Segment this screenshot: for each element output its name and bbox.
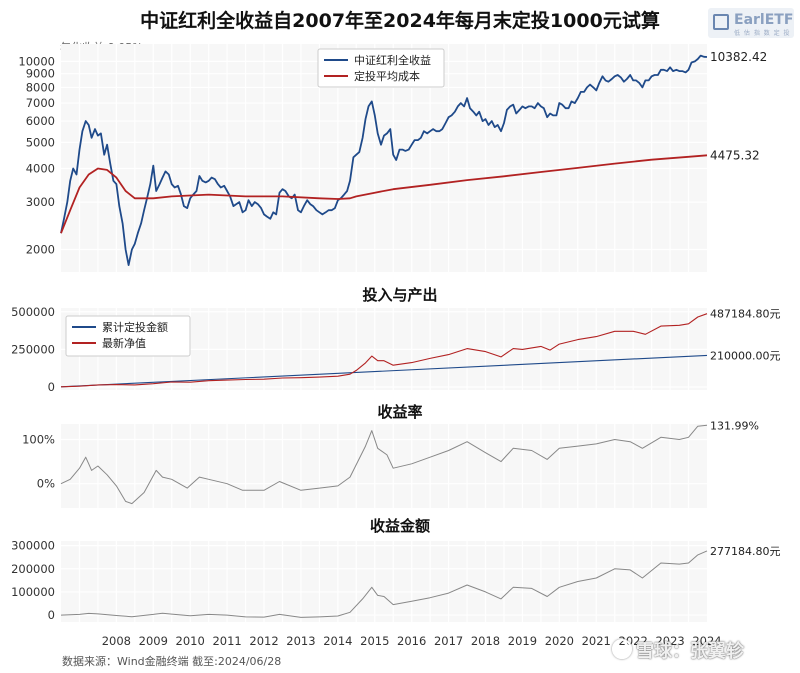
x-tick-label: 2015 xyxy=(360,634,389,648)
logo-text: EarlETF xyxy=(734,12,794,28)
series-end-label: 277184.80元 xyxy=(710,545,781,558)
legend-label: 最新净值 xyxy=(102,336,146,350)
panel-title-return-rate: 收益率 xyxy=(377,403,423,421)
y-tick-label: 250000 xyxy=(11,342,55,356)
x-tick-label: 2016 xyxy=(397,634,426,648)
x-tick-label: 2009 xyxy=(139,634,168,648)
y-tick-label: 200000 xyxy=(11,562,55,576)
y-tick-label: 500000 xyxy=(11,305,55,319)
y-tick-label: 4000 xyxy=(26,161,55,175)
y-tick-label: 7000 xyxy=(26,96,55,110)
earletf-logo: EarlETF 低 估 指 数 定 投 xyxy=(708,8,794,38)
y-tick-label: 0 xyxy=(48,380,55,394)
plot-area-2 xyxy=(61,424,707,508)
snowball-icon xyxy=(612,639,632,659)
x-tick-label: 2024 xyxy=(692,634,721,648)
watermark: 雪球：张翼轸 xyxy=(612,637,744,663)
watermark-text: 雪球：张翼轸 xyxy=(636,641,744,662)
data-source: 数据来源：Wind金融终端 截至:2024/06/28 xyxy=(62,655,282,668)
panel-title-invest-output: 投入与产出 xyxy=(362,286,438,304)
y-tick-label: 6000 xyxy=(26,114,55,128)
legend-label: 累计定投金额 xyxy=(102,320,168,334)
y-tick-label: 5000 xyxy=(26,135,55,149)
x-tick-label: 2010 xyxy=(176,634,205,648)
y-tick-label: 3000 xyxy=(26,195,55,209)
x-tick-label: 2012 xyxy=(249,634,278,648)
series-line-0-0 xyxy=(60,54,708,266)
logo-subtext: 低 估 指 数 定 投 xyxy=(734,30,791,37)
x-tick-label: 2020 xyxy=(545,634,574,648)
x-tick-label: 2017 xyxy=(434,634,463,648)
legend-label: 定投平均成本 xyxy=(354,69,420,83)
y-tick-label: 2000 xyxy=(26,243,55,257)
y-tick-label: 100000 xyxy=(11,585,55,599)
series-line-1-1 xyxy=(60,313,708,388)
series-end-label: 210000.00元 xyxy=(710,349,781,362)
legend-box xyxy=(65,315,191,357)
x-tick-label: 2019 xyxy=(508,634,537,648)
chart-title: 中证红利全收益自2007年至2024年每月末定投1000元试算 xyxy=(140,10,660,32)
x-tick-label: 2011 xyxy=(212,634,241,648)
series-end-label: 4475.32 xyxy=(710,148,760,162)
legend-box xyxy=(317,48,445,88)
x-tick-label: 2013 xyxy=(286,634,315,648)
series-end-label: 10382.42 xyxy=(710,50,767,64)
legend-label: 中证红利全收益 xyxy=(354,53,431,67)
y-tick-label: 100% xyxy=(22,432,55,446)
y-tick-label: 8000 xyxy=(26,80,55,94)
y-tick-label: 0% xyxy=(37,477,55,491)
x-tick-label: 2021 xyxy=(582,634,611,648)
series-end-label: 131.99% xyxy=(710,419,759,432)
y-tick-label: 10000 xyxy=(18,54,55,68)
plot-area-3 xyxy=(61,541,707,622)
y-tick-label: 0 xyxy=(48,608,55,622)
y-tick-label: 300000 xyxy=(11,539,55,553)
x-tick-label: 2008 xyxy=(102,634,131,648)
series-line-0-1 xyxy=(60,154,708,234)
logo-icon xyxy=(713,14,729,30)
series-line-2-0 xyxy=(60,424,708,505)
y-tick-label: 9000 xyxy=(26,67,55,81)
series-end-label: 487184.80元 xyxy=(710,308,781,321)
x-tick-label: 2018 xyxy=(471,634,500,648)
series-line-1-0 xyxy=(60,354,708,388)
x-tick-label: 2023 xyxy=(655,634,684,648)
panel-title-return-amount: 收益金额 xyxy=(369,517,430,535)
x-tick-label: 2014 xyxy=(323,634,352,648)
series-line-3-0 xyxy=(60,550,708,618)
